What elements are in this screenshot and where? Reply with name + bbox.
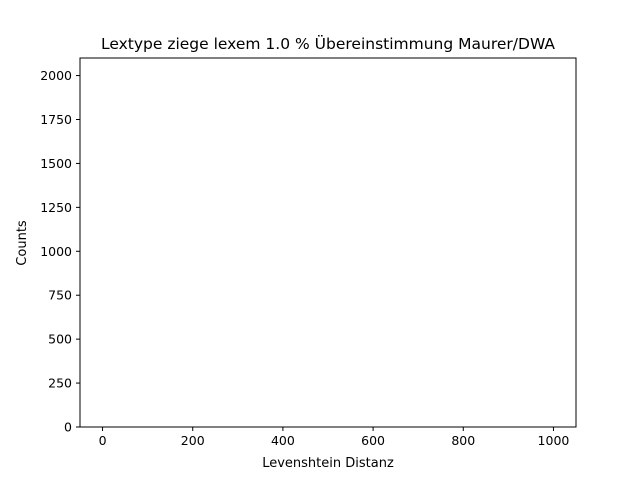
x-tick-label: 200: [181, 433, 205, 448]
y-tick-label: 2000: [40, 68, 72, 83]
y-tick-label: 0: [64, 420, 72, 435]
y-axis: 0 250 500 750 1000 1250 1500 1750 2000: [40, 68, 80, 435]
x-tick-label: 800: [451, 433, 475, 448]
x-tick-label: 600: [361, 433, 385, 448]
x-tick-label: 1000: [538, 433, 570, 448]
y-tick-label: 1000: [40, 244, 72, 259]
y-axis-label: Counts: [15, 220, 30, 266]
y-tick-label: 1500: [40, 156, 72, 171]
plot-frame: [79, 57, 577, 428]
y-tick-label: 1250: [40, 200, 72, 215]
x-axis-label: Levenshtein Distanz: [262, 456, 394, 471]
plot-area: [79, 57, 577, 428]
x-tick-label: 0: [99, 433, 107, 448]
x-axis: 0 200 400 600 800 1000: [99, 427, 570, 448]
y-tick-label: 750: [48, 288, 72, 303]
y-tick-label: 500: [48, 332, 72, 347]
chart-title: Lextype ziege lexem 1.0 % Übereinstimmun…: [101, 34, 555, 53]
x-tick-label: 400: [271, 433, 295, 448]
y-tick-label: 1750: [40, 112, 72, 127]
y-tick-label: 250: [48, 376, 72, 391]
